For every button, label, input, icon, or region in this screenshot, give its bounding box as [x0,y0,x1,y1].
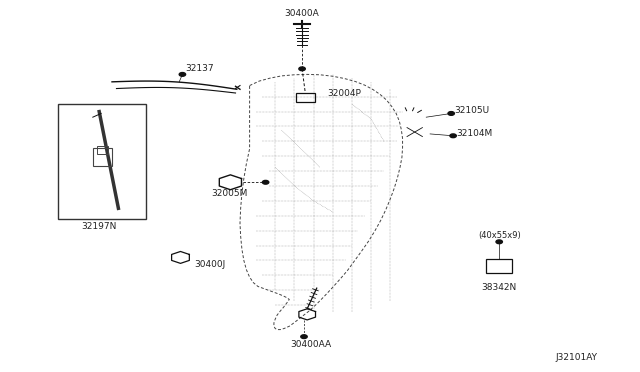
Bar [486,259,512,273]
Text: 32005M: 32005M [211,189,247,198]
Text: J32101AY: J32101AY [555,353,597,362]
Circle shape [448,112,454,115]
Bar [97,146,108,154]
Text: 32104M: 32104M [456,129,493,138]
Text: 30400A: 30400A [285,9,319,17]
Text: 30400AA: 30400AA [290,340,331,349]
Text: 32197N: 32197N [81,222,117,231]
Text: 32105U: 32105U [454,106,490,115]
Text: 38342N: 38342N [481,283,517,292]
Text: (40x55x9): (40x55x9) [478,231,520,240]
Text: 32004P: 32004P [328,89,362,97]
Circle shape [179,73,186,76]
Text: 30400J: 30400J [195,260,226,269]
Text: 32137: 32137 [186,64,214,73]
Circle shape [301,335,307,339]
Circle shape [496,240,502,244]
Circle shape [450,134,456,138]
Bar [93,148,112,166]
Circle shape [299,67,305,71]
Circle shape [262,180,269,184]
Bar [58,104,146,219]
